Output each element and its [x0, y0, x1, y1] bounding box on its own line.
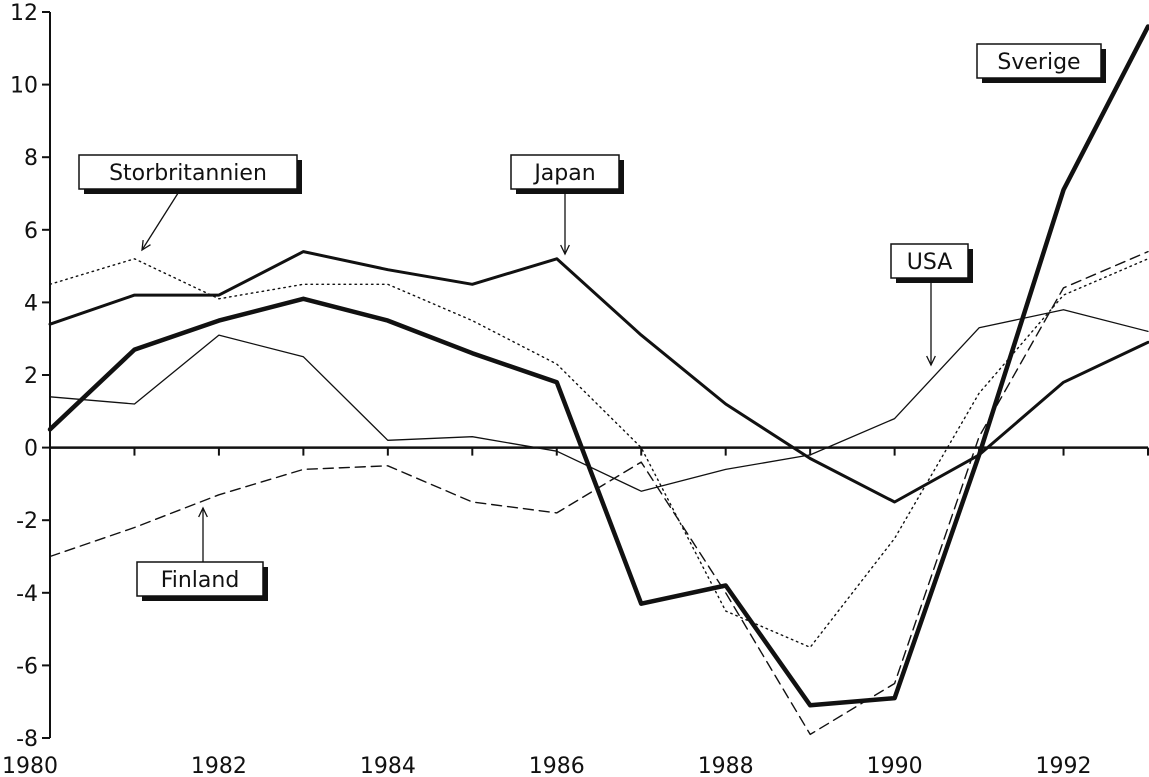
callout-usa: USA [890, 243, 973, 367]
callout-box [510, 154, 620, 190]
arrow-head [198, 506, 208, 518]
y-tick-label: 0 [24, 437, 38, 462]
x-tick-label: 1988 [698, 754, 754, 777]
y-tick-label: -2 [16, 509, 38, 534]
callout-label: USA [907, 250, 953, 275]
callout-arrow [141, 189, 181, 251]
y-tick-label: 12 [10, 1, 38, 26]
y-tick-label: 10 [10, 74, 38, 99]
series-line-sverige [47, 24, 1149, 708]
x-tick-label: 1982 [191, 754, 247, 777]
x-tick-label: 1992 [1036, 754, 1092, 777]
y-tick-label: -4 [16, 582, 38, 607]
arrow-head [926, 355, 936, 367]
y-tick-label: 8 [24, 146, 38, 171]
series-line-usa [49, 309, 1149, 492]
callout-box [890, 243, 969, 279]
x-tick-label: 1984 [360, 754, 416, 777]
y-tick-label: 4 [24, 291, 38, 316]
y-tick-label: -6 [16, 654, 38, 679]
callout-sverige: Sverige [976, 43, 1106, 83]
y-tick-label: 2 [24, 364, 38, 389]
series-line-storbritannien [49, 258, 1149, 648]
callout-box [136, 561, 264, 597]
callout-label: Japan [532, 161, 595, 186]
callout-label: Storbritannien [109, 161, 267, 186]
callout-layer: Storbritannien Japan Sverige USA Finland [78, 43, 1106, 601]
x-tick-label: 1990 [867, 754, 923, 777]
callout-japan: Japan [510, 154, 624, 256]
callout-label: Sverige [997, 50, 1080, 75]
callout-box [976, 43, 1102, 79]
series-line-japan [48, 250, 1149, 504]
series-line-finland [49, 250, 1149, 736]
callout-storbritannien: Storbritannien [78, 154, 302, 252]
callout-box [78, 154, 298, 190]
arrow-head [560, 244, 570, 256]
y-tick-label: 6 [24, 219, 38, 244]
arrow-head [141, 239, 151, 252]
y-tick-label: -8 [16, 727, 38, 752]
callout-label: Finland [161, 568, 240, 593]
x-tick-label: 1980 [2, 754, 58, 777]
series-layer [47, 24, 1149, 736]
callout-finland: Finland [136, 506, 268, 601]
x-tick-label: 1986 [529, 754, 585, 777]
